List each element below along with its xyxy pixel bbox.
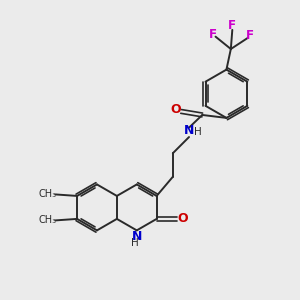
Text: O: O	[170, 103, 181, 116]
Text: O: O	[177, 212, 188, 225]
Text: CH₃: CH₃	[39, 215, 57, 225]
Text: F: F	[246, 29, 254, 42]
Text: H: H	[131, 238, 139, 248]
Text: F: F	[209, 28, 217, 41]
Text: N: N	[184, 124, 194, 137]
Text: H: H	[194, 127, 202, 137]
Text: CH₃: CH₃	[39, 190, 57, 200]
Text: N: N	[132, 230, 142, 243]
Text: F: F	[228, 19, 236, 32]
